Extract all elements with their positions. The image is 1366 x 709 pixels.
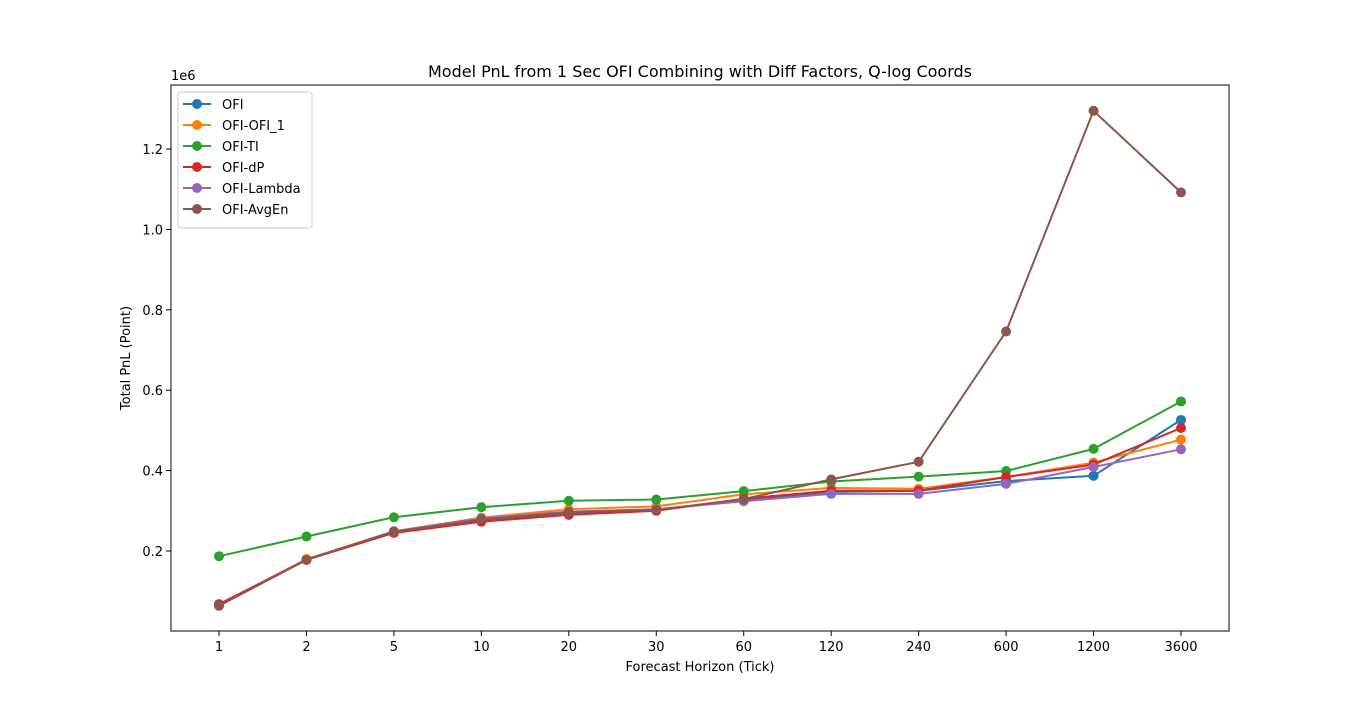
data-point-ofi-avgen — [826, 474, 837, 485]
legend-label: OFI — [222, 98, 244, 113]
data-point-ofi-ti — [388, 512, 399, 523]
x-axis-title: Forecast Horizon (Tick) — [626, 660, 775, 675]
x-tick-label: 600 — [994, 640, 1019, 655]
legend-label: OFI-AvgEn — [222, 203, 288, 218]
legend-item-ofi-ti: OFI-TI — [183, 140, 259, 155]
legend-item-ofi-ofi-1: OFI-OFI_1 — [183, 119, 285, 134]
data-point-ofi-ti — [913, 471, 924, 482]
data-point-ofi-lambda — [826, 488, 837, 499]
x-tick-label: 60 — [735, 640, 752, 655]
plot-frame — [170, 84, 1230, 632]
series-ofi-ti — [214, 396, 1186, 562]
legend-swatch-marker — [192, 120, 202, 130]
data-point-ofi-ti — [476, 502, 487, 513]
y-tick-label: 1.2 — [142, 143, 163, 158]
legend-swatch-marker — [192, 183, 202, 193]
data-point-ofi-lambda — [1176, 444, 1186, 455]
data-point-ofi-lambda — [1001, 478, 1012, 489]
data-point-ofi-avgen — [388, 526, 399, 537]
x-tick-label: 1 — [215, 640, 223, 655]
legend-item-ofi-dp: OFI-dP — [183, 161, 264, 176]
x-tick-label: 3600 — [1164, 640, 1197, 655]
data-point-ofi-avgen — [1088, 105, 1099, 116]
legend-swatch-marker — [192, 204, 202, 214]
series-ofi-avgen — [214, 105, 1186, 611]
data-point-ofi-avgen — [1176, 187, 1186, 198]
x-tick-label: 240 — [906, 640, 931, 655]
axes: 1 2 5 10 20 30 60 120 240 600 1200 3600 0.2 0.4 0.6 0.8… — [142, 143, 1197, 655]
legend-label: OFI-dP — [222, 161, 264, 176]
data-point-ofi-ofi-1 — [1176, 434, 1186, 445]
y-tick-label: 0.4 — [142, 465, 163, 480]
data-point-ofi-ti — [301, 531, 312, 542]
x-tick-label: 10 — [473, 640, 490, 655]
x-tick-label: 30 — [648, 640, 665, 655]
data-point-ofi-ti — [738, 486, 749, 497]
data-point-ofi-dp — [1001, 472, 1012, 483]
data-point-ofi — [1176, 414, 1186, 425]
legend-item-ofi: OFI — [183, 98, 244, 113]
data-point-ofi-avgen — [913, 456, 924, 467]
data-point-ofi-ti — [1088, 443, 1099, 454]
y-tick-label: 0.6 — [142, 384, 163, 399]
data-point-ofi-lambda — [913, 488, 924, 499]
x-tick-label: 20 — [561, 640, 578, 655]
x-tick-label: 2 — [302, 640, 310, 655]
data-point-ofi-avgen — [651, 504, 662, 515]
data-point-ofi-avgen — [214, 600, 224, 611]
legend-swatch-marker — [192, 162, 202, 172]
legend-swatch-marker — [192, 141, 202, 151]
legend-label: OFI-Lambda — [222, 182, 301, 197]
data-point-ofi-avgen — [476, 514, 487, 525]
series-layer — [214, 105, 1186, 611]
x-tick-label: 5 — [390, 640, 398, 655]
data-point-ofi-ti — [214, 551, 224, 562]
legend-swatch-marker — [192, 99, 202, 109]
data-point-ofi-ti — [563, 495, 574, 506]
data-point-ofi-avgen — [738, 494, 749, 505]
y-tick-label: 0.8 — [142, 304, 163, 319]
data-point-ofi — [1088, 470, 1099, 481]
y-offset-label: 1e6 — [171, 69, 196, 84]
y-tick-label: 0.2 — [142, 545, 163, 560]
y-axis-title: Total PnL (Point) — [119, 306, 134, 411]
series-line-ofi-ti — [218, 400, 1182, 558]
chart-title: Model PnL from 1 Sec OFI Combining with … — [428, 62, 972, 81]
data-point-ofi-avgen — [563, 507, 574, 518]
x-tick-label: 1200 — [1077, 640, 1110, 655]
legend-item-ofi-lambda: OFI-Lambda — [183, 182, 301, 197]
legend-box — [177, 91, 313, 229]
x-tick-label: 120 — [819, 640, 844, 655]
data-point-ofi-avgen — [1001, 326, 1012, 337]
legend-label: OFI-TI — [222, 140, 259, 155]
data-point-ofi-dp — [1176, 422, 1186, 433]
y-tick-label: 1.0 — [142, 223, 163, 238]
series-line-ofi-avgen — [218, 109, 1182, 607]
data-point-ofi-avgen — [301, 554, 312, 565]
legend-label: OFI-OFI_1 — [222, 119, 285, 134]
legend-item-ofi-avgen: OFI-AvgEn — [183, 203, 288, 218]
data-point-ofi-ti — [651, 494, 662, 505]
legend: OFI OFI-OFI_1 OFI-TI OFI-dP OFI-Lambda OFI-Av… — [177, 91, 313, 229]
data-point-ofi-lambda — [1088, 461, 1099, 472]
data-point-ofi-ti — [1176, 396, 1186, 407]
